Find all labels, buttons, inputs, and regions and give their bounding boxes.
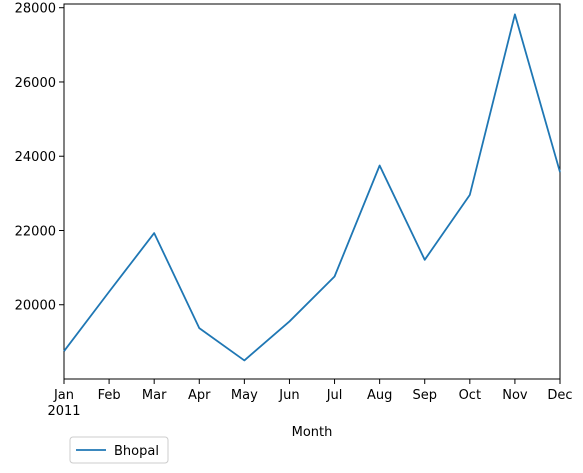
x-tick-label: Jul [326, 388, 343, 403]
series-line-bhopal [63, 13, 561, 362]
y-tick-label: 28000 [15, 2, 56, 17]
x-tick-label: Aug [367, 388, 392, 403]
y-tick-label: 22000 [15, 224, 56, 239]
x-tick-label: Feb [98, 388, 121, 403]
legend-entry-bhopal: Bhopal [114, 444, 159, 459]
plot-frame [63, 3, 561, 380]
y-tick-label: 26000 [15, 76, 56, 91]
x-tick-label: Jun [278, 388, 299, 403]
x-tick-label: Nov [502, 388, 528, 403]
x-axis-label: Month [292, 425, 333, 440]
y-tick-label: 24000 [15, 150, 56, 165]
x-tick-label: May [231, 388, 258, 403]
legend: Bhopal [69, 436, 169, 464]
y-axis: 20000 22000 24000 26000 28000 [15, 2, 64, 314]
x-tick-label: Jan [53, 388, 74, 403]
x-tick-label: Apr [188, 388, 211, 403]
x-tick-label: Sep [412, 388, 437, 403]
y-tick-label: 20000 [15, 299, 56, 314]
legend-box [69, 436, 169, 464]
x-tick-label: Oct [459, 388, 481, 403]
x-tick-label: Dec [547, 388, 572, 403]
x-tick-label: Mar [142, 388, 167, 403]
plot-area [63, 3, 561, 380]
x-axis: Jan Feb Mar Apr May Jun Jul Aug Sep Oct Nov Dec 2011 [47, 379, 573, 419]
x-year-label: 2011 [47, 404, 80, 419]
